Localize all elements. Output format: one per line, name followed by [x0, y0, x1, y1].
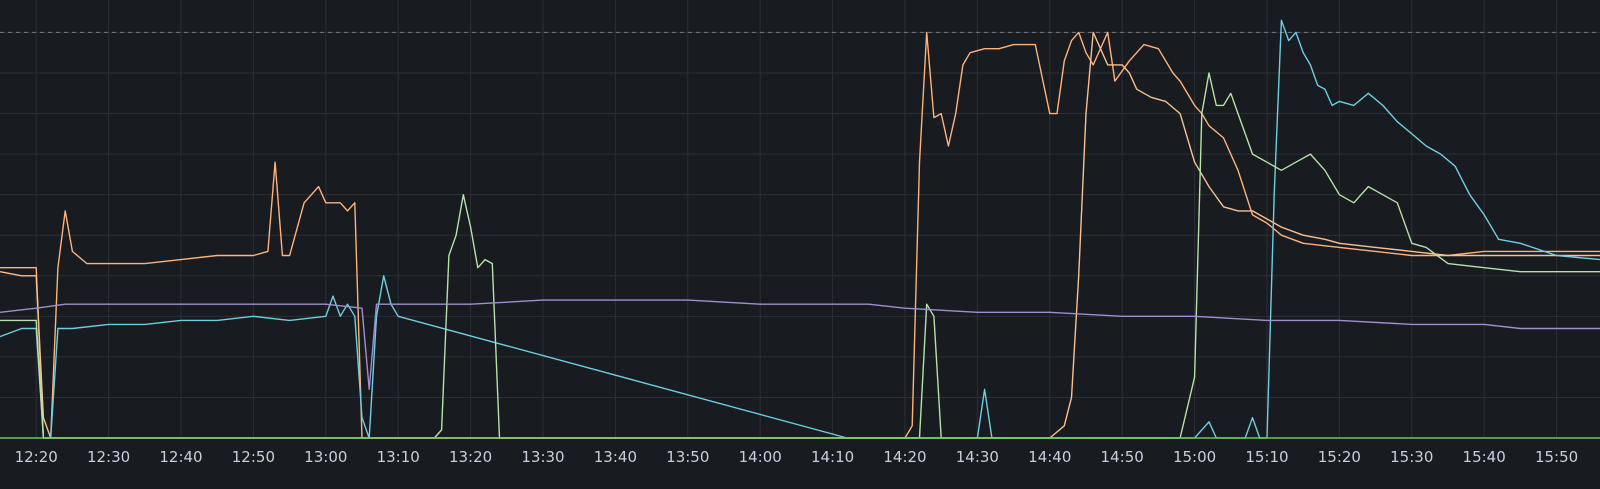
x-tick-label: 14:10 — [811, 448, 854, 466]
x-tick-label: 14:00 — [739, 448, 782, 466]
series-group — [0, 19, 1600, 439]
x-tick-label: 12:30 — [87, 448, 130, 466]
x-tick-label: 14:50 — [1101, 448, 1144, 466]
series-line-3 — [0, 72, 1600, 439]
x-axis: 12:20 12:30 12:40 12:50 13:00 13:10 13:20 13:30… — [15, 448, 1579, 466]
x-tick-label: 15:20 — [1318, 448, 1361, 466]
x-tick-label: 15:00 — [1173, 448, 1216, 466]
x-tick-label: 14:40 — [1028, 448, 1071, 466]
x-tick-label: 14:20 — [883, 448, 926, 466]
x-tick-label: 12:50 — [232, 448, 275, 466]
x-tick-label: 15:30 — [1390, 448, 1433, 466]
series-line-0 — [0, 31, 1600, 439]
x-tick-label: 13:10 — [377, 448, 420, 466]
x-tick-label: 14:30 — [956, 448, 999, 466]
x-tick-label: 13:50 — [666, 448, 709, 466]
grid — [0, 0, 1600, 438]
series-line-4 — [0, 299, 1600, 390]
x-tick-label: 15:40 — [1463, 448, 1506, 466]
x-tick-label: 13:30 — [521, 448, 564, 466]
series-line-2 — [0, 19, 1600, 439]
x-tick-label: 13:20 — [449, 448, 492, 466]
x-tick-label: 15:50 — [1535, 448, 1578, 466]
x-tick-label: 12:40 — [159, 448, 202, 466]
x-tick-label: 13:00 — [304, 448, 347, 466]
x-tick-label: 15:10 — [1245, 448, 1288, 466]
x-tick-label: 13:40 — [594, 448, 637, 466]
x-tick-label: 12:20 — [15, 448, 58, 466]
